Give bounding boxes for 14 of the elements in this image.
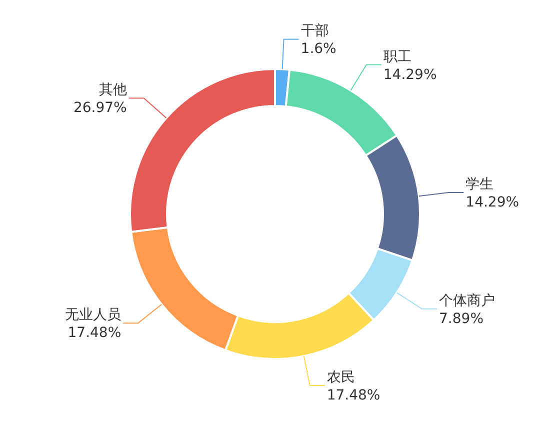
data-label: 26.97% [73,100,127,116]
slice-label: 其他 [98,82,127,98]
data-label: 14.29% [466,194,520,210]
slice-label: 个体商户 [439,292,496,309]
data-label: 17.48% [68,325,122,342]
data-label: 1.6% [300,41,336,58]
data-label: 14.29% [383,66,437,83]
slice-label: 无业人员 [65,307,122,324]
slice-label: 农民 [326,369,355,386]
slice-label: 职工 [383,48,412,65]
data-label: 17.48% [326,387,380,404]
slice-label: 干部 [300,23,329,40]
data-label: 7.89% [439,310,484,327]
slice-label: 学生 [466,176,494,192]
